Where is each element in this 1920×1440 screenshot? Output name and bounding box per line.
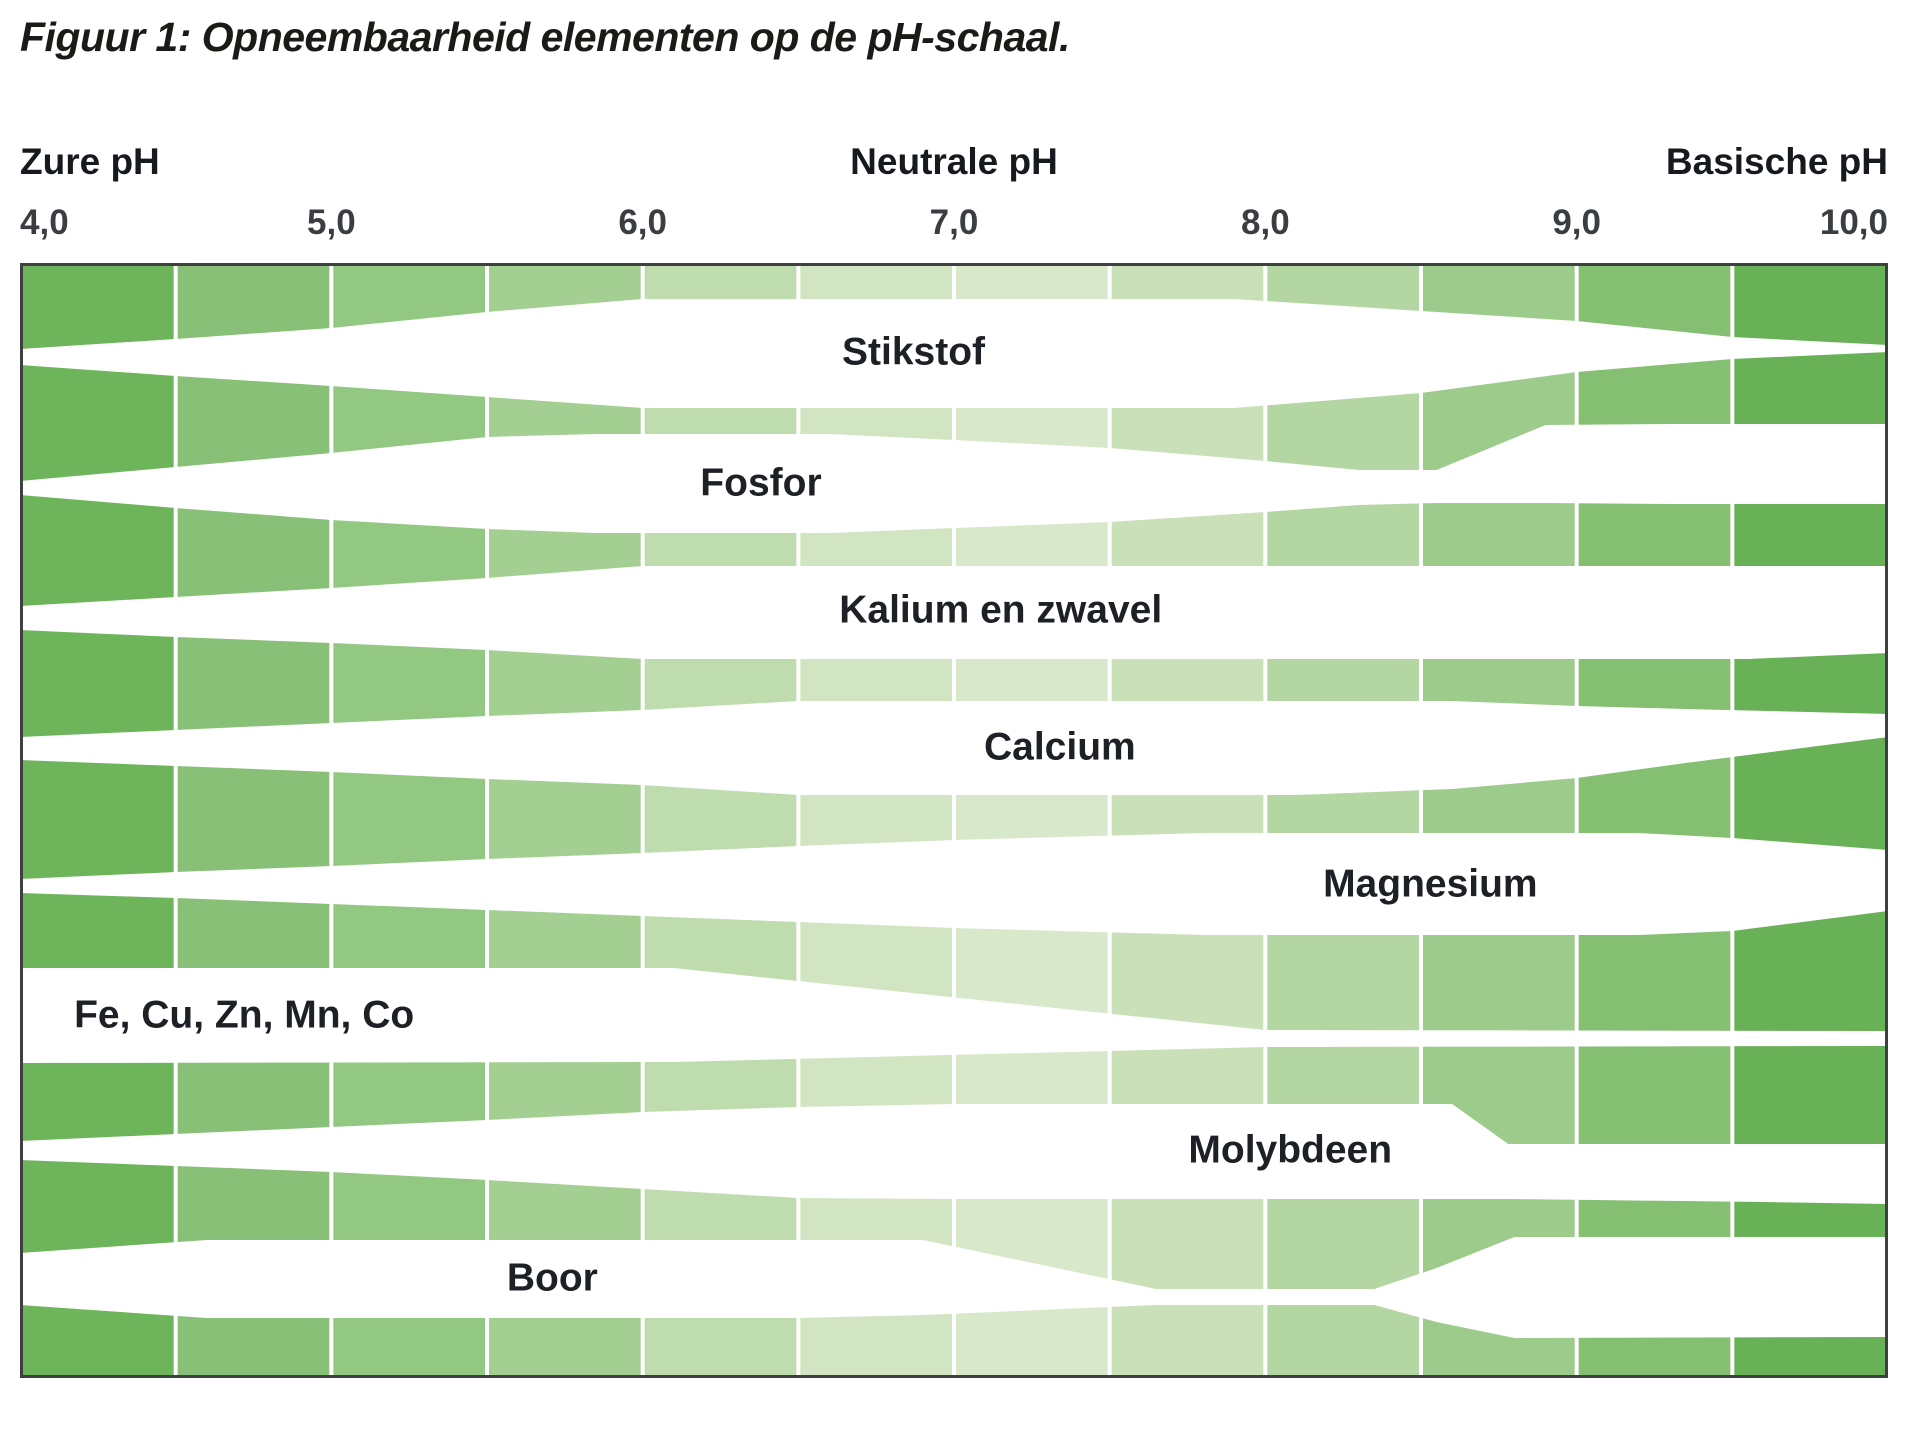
ph-column	[798, 263, 955, 1378]
band-magnesium	[20, 833, 1888, 935]
figure-title: Figuur 1: Opneembaarheid elementen op de…	[20, 14, 1070, 60]
axis-tick: 9,0	[1552, 203, 1601, 242]
ph-axis-ticks: 4,0 5,0 6,0 7,0 8,0 9,0 10,0	[20, 203, 1888, 249]
column-separator	[485, 263, 489, 1378]
ph-availability-chart: Stikstof Fosfor Kalium en zwavel Calcium Mag…	[20, 263, 1888, 1378]
column-separator	[1730, 263, 1735, 1378]
axis-tick: 6,0	[618, 203, 667, 242]
band-label-kalium-en-zwavel: Kalium en zwavel	[839, 589, 1162, 632]
band-calcium	[20, 701, 1888, 795]
axis-tick: 7,0	[929, 203, 979, 242]
ph-column	[642, 263, 800, 1378]
band-label-magnesium: Magnesium	[1323, 863, 1538, 906]
band-label-stikstof: Stikstof	[842, 331, 986, 374]
band-molybdeen	[20, 1104, 1888, 1204]
ph-column	[487, 263, 644, 1378]
band-label-molybdeen: Molybdeen	[1188, 1129, 1392, 1172]
zone-label-acid: Zure pH	[20, 141, 160, 182]
ph-column	[175, 263, 333, 1378]
band-kalium-en-zwavel	[20, 566, 1888, 659]
zone-label-basic: Basische pH	[1665, 141, 1888, 182]
ph-column	[20, 263, 177, 1378]
ph-zone-labels: Zure pH Neutrale pH Basische pH	[20, 141, 1888, 191]
axis-tick: 8,0	[1241, 203, 1290, 242]
band-label-boor: Boor	[507, 1257, 598, 1300]
zone-label-neutral: Neutrale pH	[850, 141, 1058, 182]
band-stikstof	[20, 299, 1888, 408]
band-fosfor	[20, 424, 1888, 533]
ph-column	[954, 263, 1111, 1378]
band-boor	[20, 1237, 1888, 1338]
band-label-fe-cu-zn-mn-co: Fe, Cu, Zn, Mn, Co	[74, 994, 414, 1037]
axis-tick: 10,0	[1819, 203, 1888, 242]
band-label-fosfor: Fosfor	[700, 462, 821, 505]
column-separator	[640, 263, 645, 1378]
column-separator	[329, 263, 334, 1378]
ph-column	[1265, 263, 1422, 1378]
column-separator	[1419, 263, 1423, 1378]
axis-tick: 5,0	[307, 203, 356, 242]
axis-tick: 4,0	[20, 203, 69, 242]
chart-border	[20, 263, 1888, 1378]
band-label-calcium: Calcium	[984, 726, 1136, 769]
band-fe-cu-zn-mn-co	[20, 968, 1888, 1063]
column-separator	[173, 263, 178, 1378]
ph-column	[331, 263, 488, 1378]
column-separator	[1574, 263, 1579, 1378]
column-separator	[796, 263, 801, 1378]
column-separator	[1263, 263, 1268, 1378]
ph-column	[1109, 263, 1267, 1378]
column-separator	[1107, 263, 1112, 1378]
column-separator	[952, 263, 956, 1378]
